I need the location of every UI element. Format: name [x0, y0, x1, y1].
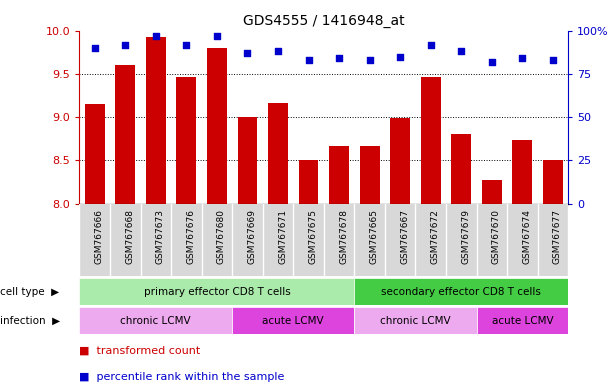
- Text: GSM767676: GSM767676: [186, 209, 196, 264]
- Bar: [452, 134, 471, 204]
- Bar: [513, 141, 532, 204]
- Bar: [354, 307, 477, 334]
- Text: GSM767670: GSM767670: [492, 209, 501, 264]
- Text: GSM767672: GSM767672: [431, 209, 440, 264]
- Point: [487, 59, 497, 65]
- Bar: [354, 278, 568, 305]
- Point: [120, 41, 130, 48]
- Bar: [177, 76, 196, 204]
- Bar: [360, 146, 379, 204]
- Bar: [207, 48, 227, 204]
- Bar: [85, 104, 104, 204]
- Text: GSM767678: GSM767678: [339, 209, 348, 264]
- Text: primary effector CD8 T cells: primary effector CD8 T cells: [144, 287, 290, 297]
- Text: cell type  ▶: cell type ▶: [0, 287, 59, 297]
- Bar: [79, 307, 232, 334]
- Title: GDS4555 / 1416948_at: GDS4555 / 1416948_at: [243, 14, 404, 28]
- Point: [212, 33, 222, 39]
- Bar: [543, 161, 563, 204]
- Point: [456, 48, 466, 55]
- Text: ■  transformed count: ■ transformed count: [79, 346, 200, 356]
- Text: ■  percentile rank within the sample: ■ percentile rank within the sample: [79, 372, 285, 382]
- Point: [548, 57, 558, 63]
- Bar: [482, 180, 502, 204]
- Point: [243, 50, 252, 56]
- Point: [395, 53, 405, 60]
- Point: [181, 41, 191, 48]
- Bar: [79, 204, 568, 276]
- Bar: [146, 37, 166, 204]
- Bar: [390, 118, 410, 204]
- Bar: [232, 307, 354, 334]
- Text: secondary effector CD8 T cells: secondary effector CD8 T cells: [381, 287, 541, 297]
- Text: GSM767673: GSM767673: [156, 209, 165, 264]
- Text: infection  ▶: infection ▶: [0, 316, 60, 326]
- Point: [273, 48, 283, 55]
- Text: GSM767667: GSM767667: [400, 209, 409, 264]
- Text: acute LCMV: acute LCMV: [492, 316, 553, 326]
- Text: GSM767665: GSM767665: [370, 209, 379, 264]
- Bar: [115, 65, 135, 204]
- Point: [151, 33, 161, 39]
- Bar: [421, 76, 441, 204]
- Text: GSM767680: GSM767680: [217, 209, 226, 264]
- Bar: [299, 161, 318, 204]
- Text: GSM767679: GSM767679: [461, 209, 470, 264]
- Text: GSM767671: GSM767671: [278, 209, 287, 264]
- Text: GSM767677: GSM767677: [553, 209, 562, 264]
- Point: [334, 55, 344, 61]
- Text: chronic LCMV: chronic LCMV: [380, 316, 451, 326]
- Text: GSM767669: GSM767669: [247, 209, 257, 264]
- Bar: [329, 146, 349, 204]
- Point: [426, 41, 436, 48]
- Text: acute LCMV: acute LCMV: [263, 316, 324, 326]
- Point: [518, 55, 527, 61]
- Text: GSM767668: GSM767668: [125, 209, 134, 264]
- Bar: [238, 117, 257, 204]
- Point: [304, 57, 313, 63]
- Text: GSM767666: GSM767666: [95, 209, 104, 264]
- Text: GSM767674: GSM767674: [522, 209, 532, 264]
- Point: [90, 45, 100, 51]
- Bar: [477, 307, 568, 334]
- Bar: [268, 103, 288, 204]
- Text: GSM767675: GSM767675: [309, 209, 318, 264]
- Bar: [79, 278, 354, 305]
- Text: chronic LCMV: chronic LCMV: [120, 316, 191, 326]
- Point: [365, 57, 375, 63]
